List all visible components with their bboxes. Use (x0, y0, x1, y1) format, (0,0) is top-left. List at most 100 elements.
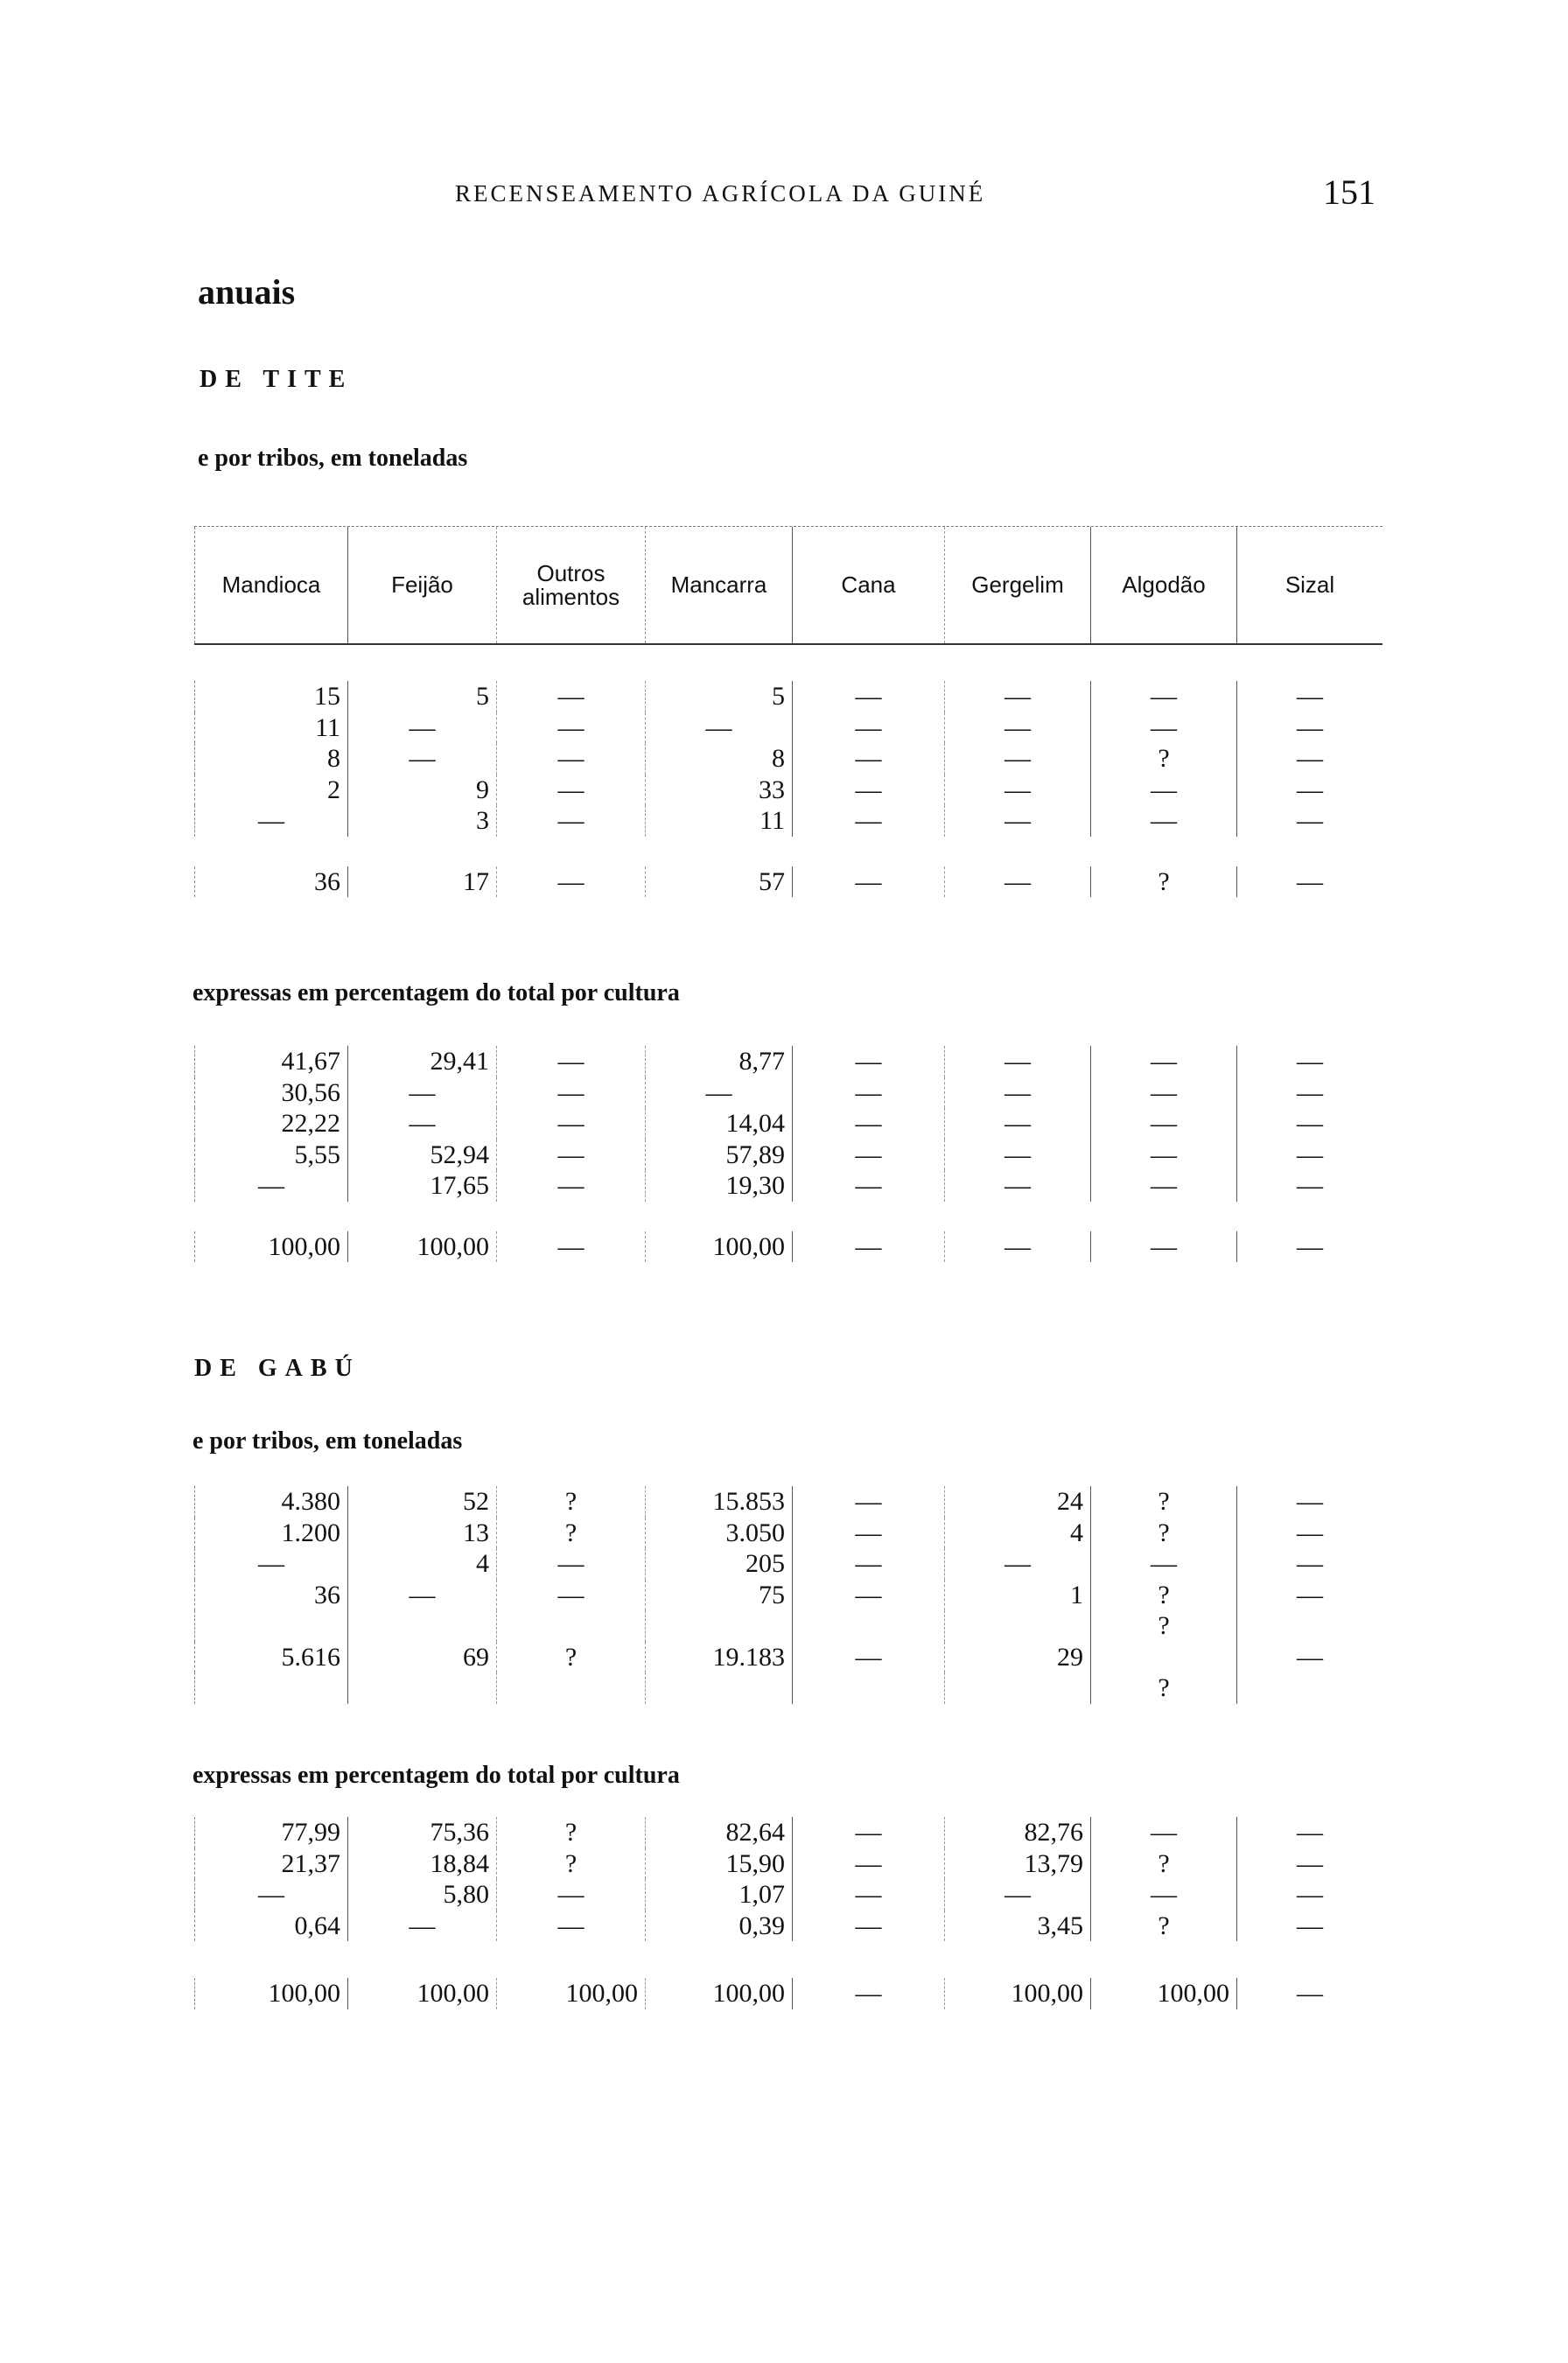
tite-pct-caption: expressas em percentagem do total por cu… (192, 979, 680, 1006)
cell-gergelim: 82,76 (944, 1817, 1090, 1848)
cell-cana: — (792, 1817, 944, 1848)
cell-mandioca: 77,99 (194, 1817, 347, 1848)
cell-feijao: 100,00 (347, 1978, 496, 2009)
cell-sizal: — (1236, 681, 1382, 712)
col-header-sizal: Sizal (1236, 527, 1382, 643)
table-row: —3—11— — — — (194, 805, 1382, 837)
cell-cana: — (792, 1139, 944, 1170)
cell-sizal: — (1236, 1231, 1382, 1262)
cell-mancarra: — (645, 712, 792, 743)
cell-algodao: ? (1090, 1579, 1236, 1610)
cell-outros-alimentos: ? (496, 1817, 645, 1848)
cell-algodao: — (1090, 1879, 1236, 1911)
cell-mancarra: 15.853 (645, 1486, 792, 1518)
cell-cana: — (792, 743, 944, 775)
cell-cana: — (792, 1548, 944, 1580)
cell-algodao: — (1090, 1046, 1236, 1077)
table-row: 2 9—33— — — — (194, 774, 1382, 805)
tite-title: DE TITE (200, 366, 354, 393)
cell-cana: — (792, 774, 944, 805)
cell-feijao: 100,00 (347, 1231, 496, 1262)
cell-mandioca (194, 1672, 347, 1704)
cell-gergelim: — (944, 712, 1090, 743)
cell-mancarra: 5 (645, 681, 792, 712)
cell-gergelim: — (944, 1170, 1090, 1202)
cell-feijao: 13 (347, 1517, 496, 1548)
cell-mandioca: — (194, 805, 347, 837)
gabu-tons-table: 4.380 52? 15.853—24? —1.200 13? 3.050—4? — —4—2… (194, 1486, 1382, 1704)
cell-outros-alimentos: — (496, 805, 645, 837)
cell-feijao: 75,36 (347, 1817, 496, 1848)
cell-outros-alimentos: — (496, 866, 645, 897)
cell-cana (792, 1610, 944, 1642)
table-row: ? (194, 1610, 1382, 1642)
cell-cana: — (792, 1579, 944, 1610)
cell-feijao (347, 1672, 496, 1704)
cell-mandioca: 36 (194, 866, 347, 897)
cell-cana: — (792, 1046, 944, 1077)
cell-sizal: — (1236, 1879, 1382, 1911)
cell-outros-alimentos: — (496, 1076, 645, 1108)
cell-feijao: 9 (347, 774, 496, 805)
cell-sizal: — (1236, 1108, 1382, 1139)
table-row: 30,56— — — — — — — (194, 1076, 1382, 1108)
tite-pct-table: 41,67 29,41—8,77— — — —30,56— — — — — — —22,22— —14… (194, 1046, 1382, 1262)
cell-outros-alimentos: — (496, 1879, 645, 1911)
cell-algodao: ? (1090, 1610, 1236, 1642)
col-header-feijao: Feijão (347, 527, 496, 643)
cell-mancarra: 8,77 (645, 1046, 792, 1077)
cell-mancarra: 11 (645, 805, 792, 837)
cell-feijao: 52,94 (347, 1139, 496, 1170)
cell-feijao: — (347, 1108, 496, 1139)
cell-algodao: — (1090, 681, 1236, 712)
cell-mandioca (194, 1610, 347, 1642)
cell-feijao: 3 (347, 805, 496, 837)
cell-algodao: — (1090, 1108, 1236, 1139)
cell-outros-alimentos: — (496, 712, 645, 743)
cell-cana: — (792, 1108, 944, 1139)
col-header-gergelim: Gergelim (944, 527, 1090, 643)
table-row: 41,67 29,41—8,77— — — — (194, 1046, 1382, 1077)
cell-gergelim: 13,79 (944, 1848, 1090, 1879)
cell-sizal: — (1236, 712, 1382, 743)
cell-algodao: — (1090, 1170, 1236, 1202)
cell-gergelim: — (944, 805, 1090, 837)
cell-cana: — (792, 1517, 944, 1548)
gabu-pct-table: 77,99 75,36? 82,64—82,76— —21,37 18,84? 15,90… (194, 1817, 1382, 2009)
cell-mancarra: 15,90 (645, 1848, 792, 1879)
table-row: 11— — — — — — — (194, 712, 1382, 743)
cell-algodao: — (1090, 1817, 1236, 1848)
cell-algodao: — (1090, 805, 1236, 837)
cell-gergelim: — (944, 1879, 1090, 1911)
cell-gergelim: — (944, 866, 1090, 897)
running-head: RECENSEAMENTO AGRÍCOLA DA GUINÉ (455, 180, 986, 207)
cell-sizal: — (1236, 1848, 1382, 1879)
cell-mandioca: 100,00 (194, 1978, 347, 2009)
cell-gergelim: — (944, 774, 1090, 805)
col-header-outros-alimentos: Outros alimentos (496, 527, 645, 643)
cell-outros-alimentos: — (496, 1108, 645, 1139)
cell-mancarra: 75 (645, 1579, 792, 1610)
cell-sizal: — (1236, 774, 1382, 805)
cell-mandioca: 0,64 (194, 1910, 347, 1941)
cell-mancarra: 19,30 (645, 1170, 792, 1202)
cell-mandioca: 30,56 (194, 1076, 347, 1108)
cell-feijao: — (347, 712, 496, 743)
cell-mancarra: 14,04 (645, 1108, 792, 1139)
cell-mancarra: 100,00 (645, 1978, 792, 2009)
total-row: 36 17—57— —? — (194, 866, 1382, 897)
cell-sizal: — (1236, 1139, 1382, 1170)
cell-mandioca: 22,22 (194, 1108, 347, 1139)
cell-cana: — (792, 1231, 944, 1262)
cell-outros-alimentos: 100,00 (496, 1978, 645, 2009)
cell-mandioca: 21,37 (194, 1848, 347, 1879)
cell-outros-alimentos: — (496, 1231, 645, 1262)
cell-feijao: 5 (347, 681, 496, 712)
cell-cana: — (792, 866, 944, 897)
column-header-row: Mandioca Feijão Outros alimentos Mancarr… (194, 526, 1382, 645)
cell-mandioca: 4.380 (194, 1486, 347, 1518)
cell-sizal: — (1236, 1978, 1382, 2009)
table-row: ? (194, 1672, 1382, 1704)
cell-outros-alimentos: ? (496, 1641, 645, 1672)
cell-feijao: — (347, 1076, 496, 1108)
